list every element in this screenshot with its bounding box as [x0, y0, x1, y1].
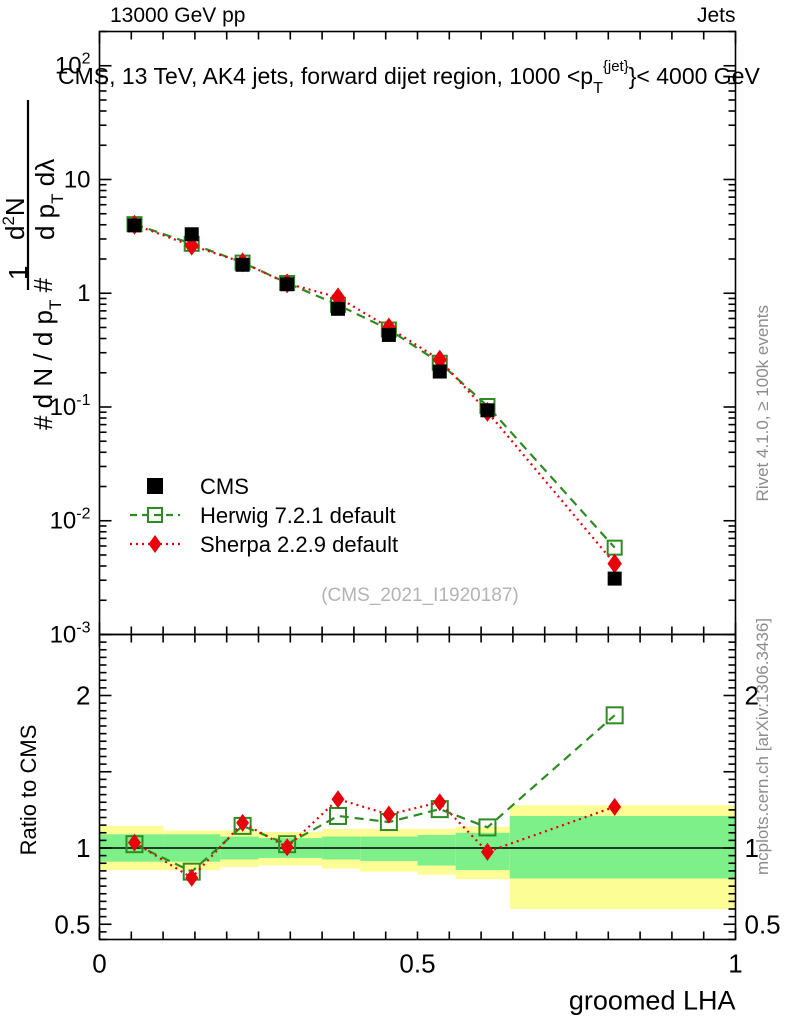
- sherpa-marker: [184, 235, 199, 256]
- mcplots-source-label: mcplots.cern.ch [arXiv:1306.3436]: [753, 618, 772, 875]
- sherpa-ratio-marker: [480, 842, 494, 861]
- main-panel-frame: [98, 30, 737, 636]
- y-tick-label-main: 10-2: [50, 506, 91, 535]
- y-tick-label-ratio-right: 2: [745, 681, 759, 711]
- header-beam-label: 13000 GeV pp: [110, 4, 245, 27]
- y-tick-label-ratio: 1: [76, 833, 90, 863]
- dataset-watermark: (CMS_2021_I1920187): [321, 585, 519, 606]
- series-cms-main: [127, 218, 622, 586]
- legend: CMS Herwig 7.2.1 default Sherpa 2.2.9 defa…: [130, 474, 398, 557]
- cms-marker: [432, 364, 447, 379]
- cms-marker: [607, 571, 622, 586]
- header-category-label: Jets: [697, 4, 736, 27]
- legend-marker-square-open: [147, 507, 163, 523]
- legend-marker-square-filled: [147, 478, 163, 494]
- sherpa-ratio-marker: [185, 868, 199, 887]
- ratio-uncertainty-bands: [99, 805, 736, 909]
- sherpa-ratio-marker: [128, 833, 141, 852]
- cms-marker: [480, 403, 495, 418]
- ratio-panel-frame: [98, 633, 737, 941]
- series-herwig-ratio: [125, 706, 624, 881]
- cms-marker: [381, 327, 396, 342]
- y-tick-label-main: 10: [64, 166, 91, 193]
- legend-entry-cms[interactable]: CMS: [147, 474, 249, 499]
- herwig-ratio-marker: [605, 706, 624, 725]
- band-inner: [509, 815, 736, 879]
- legend-marker-diamond: [148, 535, 162, 553]
- plot-title: CMS, 13 TeV, AK4 jets, forward dijet reg…: [58, 58, 760, 97]
- y-tick-label-ratio-right: 1: [745, 833, 759, 863]
- y-axis-numerator: d2N: [0, 197, 30, 240]
- rivet-version-label: Rivet 4.1.0, ≥ 100k events: [753, 305, 772, 501]
- series-line: [134, 223, 616, 549]
- sherpa-ratio-marker: [433, 793, 447, 812]
- y-axis-denominator-2: d pT dλ: [30, 159, 67, 240]
- series-sherpa-ratio: [128, 790, 622, 887]
- sherpa-ratio-marker: [608, 797, 622, 816]
- y-tick-label-ratio-right: 0.5: [745, 909, 781, 939]
- cms-marker: [280, 277, 295, 292]
- x-tick-label: 1: [728, 949, 742, 979]
- y-axis-numerator-one: 1: [3, 266, 33, 280]
- y-axis-title-ratio: Ratio to CMS: [16, 725, 41, 856]
- band-inner: [360, 836, 418, 861]
- legend-entry-sherpa[interactable]: Sherpa 2.2.9 default: [130, 532, 398, 557]
- y-tick-label-main: 10-3: [50, 620, 91, 649]
- series-line: [133, 797, 616, 880]
- panel-border: [98, 30, 737, 636]
- sherpa-ratio-marker: [331, 790, 345, 809]
- y-tick-text: 1: [77, 280, 90, 307]
- sherpa-ratio-marker: [382, 805, 396, 824]
- y-tick-text: 10: [64, 166, 91, 193]
- x-tick-label: 0.5: [399, 949, 435, 979]
- band-inner: [417, 835, 456, 866]
- cms-marker: [127, 218, 142, 233]
- sherpa-ratio-marker: [236, 813, 250, 832]
- y-tick-label-main: 1: [77, 280, 90, 307]
- y-tick-text: 10-3: [50, 620, 91, 649]
- series-line: [134, 714, 616, 873]
- legend-label: Sherpa 2.2.9 default: [200, 532, 398, 557]
- legend-label: CMS: [200, 474, 249, 499]
- y-tick-text: 10-2: [50, 506, 91, 535]
- cms-marker: [331, 301, 345, 316]
- sherpa-ratio-marker: [280, 838, 294, 857]
- cms-marker: [235, 257, 250, 272]
- x-tick-label: 0: [92, 949, 106, 979]
- herwig-ratio-marker: [478, 818, 497, 837]
- y-tick-label-ratio: 0.5: [54, 909, 90, 939]
- legend-entry-herwig[interactable]: Herwig 7.2.1 default: [130, 503, 396, 528]
- y-tick-label-ratio: 2: [76, 681, 90, 711]
- cms-marker: [184, 227, 199, 242]
- x-axis-title: groomed LHA: [569, 986, 736, 1016]
- legend-label: Herwig 7.2.1 default: [200, 503, 396, 528]
- sherpa-marker: [607, 553, 622, 574]
